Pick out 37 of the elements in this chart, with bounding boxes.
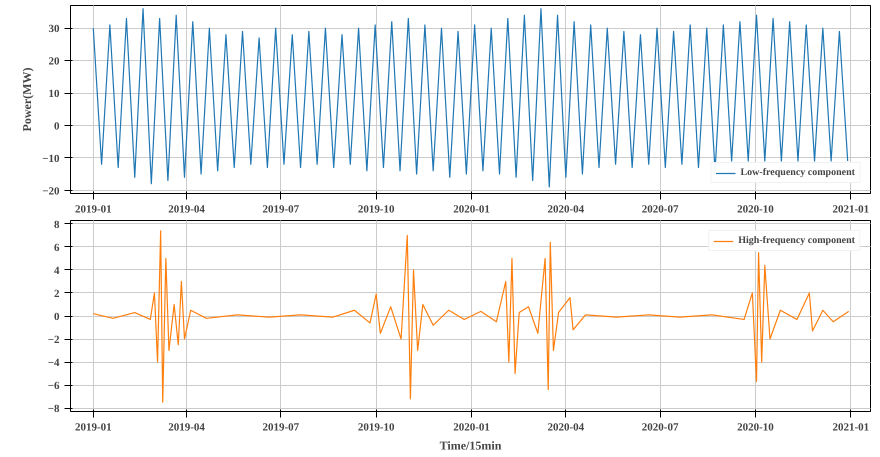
y-tick-label: −10 <box>42 152 60 165</box>
x-tick-label: 2020-07 <box>642 422 679 434</box>
x-tick-label: 2019-07 <box>262 204 300 216</box>
x-tick-label: 2020-10 <box>737 204 774 216</box>
y-tick-label: −8 <box>48 403 60 416</box>
y-tick-label: −6 <box>48 380 60 392</box>
x-tick-label: 2019-10 <box>358 204 396 216</box>
x-tick-label: 2020-01 <box>453 422 490 434</box>
x-tick-label: 2019-04 <box>168 422 206 434</box>
y-tick-label: −4 <box>48 357 60 370</box>
x-tick-label: 2019-10 <box>358 422 396 434</box>
y-tick-label: 4 <box>54 264 60 277</box>
x-tick-label: 2020-04 <box>548 204 585 216</box>
x-tick-label: 2020-07 <box>642 204 679 216</box>
x-tick-label: 2019-04 <box>168 204 206 216</box>
y-tick-label: −20 <box>42 185 60 198</box>
y-tick-label: 2 <box>54 288 60 300</box>
y-tick-label: 10 <box>48 88 60 100</box>
x-tick-label: 2021-01 <box>832 204 870 216</box>
y-axis-title: Power(MW) <box>20 68 34 132</box>
legend-label: High-frequency component <box>738 235 855 246</box>
y-tick-label: 0 <box>54 311 60 323</box>
y-tick-label: 8 <box>54 218 60 231</box>
legend-label: Low-frequency component <box>740 167 855 178</box>
y-tick-label: 6 <box>54 242 60 254</box>
x-tick-label: 2019-07 <box>262 422 300 434</box>
x-tick-label: 2020-10 <box>737 422 774 434</box>
x-tick-label: 2020-01 <box>453 204 490 216</box>
y-tick-label: 30 <box>48 23 60 36</box>
y-tick-label: 20 <box>48 56 60 68</box>
y-tick-label: −2 <box>48 334 60 346</box>
x-tick-label: 2020-04 <box>548 422 585 434</box>
x-tick-label: 2019-01 <box>74 204 112 216</box>
y-tick-label: 0 <box>54 120 60 132</box>
x-tick-label: 2021-01 <box>832 422 870 434</box>
x-tick-label: 2019-01 <box>74 422 112 434</box>
x-axis-title: Time/15min <box>440 438 502 452</box>
